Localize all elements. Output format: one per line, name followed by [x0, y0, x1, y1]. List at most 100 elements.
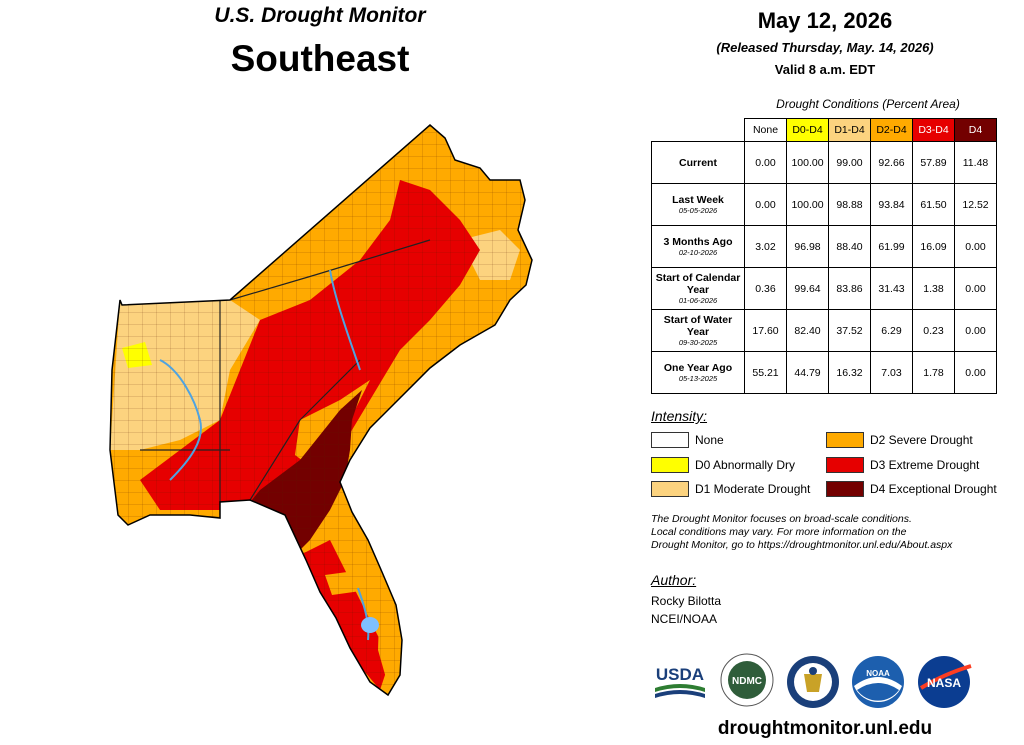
table-cell: 100.00 — [786, 183, 829, 226]
usda-logo: USDA — [651, 658, 709, 704]
row-date: 02-10-2026 — [678, 247, 718, 257]
row-label: Current — [651, 141, 745, 184]
legend-item-d2: D2 Severe Drought — [826, 432, 973, 448]
commerce-seal-logo — [784, 654, 842, 710]
row-date: 05-13-2025 — [678, 373, 718, 383]
legend-heading: Intensity: — [651, 408, 708, 424]
legend-item-d0: D0 Abnormally Dry — [651, 457, 795, 473]
author-name: Rocky Bilotta — [651, 594, 722, 608]
col-header: D2-D4 — [870, 118, 913, 142]
table-cell: 44.79 — [786, 351, 829, 394]
nasa-logo-text: NASA — [927, 676, 961, 690]
table-cell: 61.50 — [912, 183, 955, 226]
southeast-map-svg — [109, 124, 533, 697]
col-header: None — [744, 118, 787, 142]
county-lines — [110, 125, 532, 695]
legend-swatch — [651, 481, 689, 497]
noaa-logo-text: NOAA — [866, 669, 890, 678]
nasa-logo: NASA — [913, 654, 975, 710]
state-borders — [140, 239, 431, 515]
table-cell: 31.43 — [870, 267, 913, 310]
row-date: 05-05-2026 — [678, 205, 718, 215]
lake-okeechobee — [361, 617, 379, 633]
table-cell: 12.52 — [954, 183, 997, 226]
disclaimer-line: The Drought Monitor focuses on broad-sca… — [651, 513, 912, 525]
row-label-text: Start of Water Year — [663, 313, 733, 338]
row-date: 01-06-2026 — [678, 295, 718, 305]
legend-label: D2 Severe Drought — [870, 433, 973, 447]
table-cell: 0.00 — [744, 183, 787, 226]
table-row: Last Week 05-05-2026 0.00 100.00 98.88 93.84 6… — [651, 183, 997, 226]
legend-swatch — [826, 432, 864, 448]
ndmc-logo-text: NDMC — [732, 676, 762, 687]
legend-swatch — [651, 432, 689, 448]
usda-logo-text: USDA — [656, 665, 704, 684]
legend-swatch — [826, 481, 864, 497]
legend-label: D0 Abnormally Dry — [695, 458, 796, 472]
table-cell: 93.84 — [870, 183, 913, 226]
row-label: Last Week 05-05-2026 — [651, 183, 745, 226]
legend-item-d4: D4 Exceptional Drought — [826, 481, 997, 497]
table-header-blank — [651, 118, 745, 142]
drought-map — [100, 120, 550, 700]
table-header-row: None D0-D4 D1-D4 D2-D4 D3-D4 D4 — [651, 118, 997, 142]
table-row: 3 Months Ago 02-10-2026 3.02 96.98 88.40 61.9… — [651, 225, 997, 268]
table-cell: 99.64 — [786, 267, 829, 310]
table-cell: 11.48 — [954, 141, 997, 184]
table-row: Current 0.00 100.00 99.00 92.66 57.89 11.48 — [651, 141, 997, 184]
table-cell: 92.66 — [870, 141, 913, 184]
release-date: (Released Thursday, May. 14, 2026) — [716, 40, 934, 55]
table-cell: 61.99 — [870, 225, 913, 268]
table-cell: 83.86 — [828, 267, 871, 310]
legend-label: D1 Moderate Drought — [695, 482, 811, 496]
table-cell: 0.00 — [954, 225, 997, 268]
legend-swatch — [651, 457, 689, 473]
col-header: D1-D4 — [828, 118, 871, 142]
ndmc-logo: NDMC — [717, 652, 777, 708]
website-url[interactable]: droughtmonitor.unl.edu — [717, 718, 933, 739]
disclaimer-text: The Drought Monitor focuses on broad-sca… — [651, 513, 1011, 552]
table-cell: 37.52 — [828, 309, 871, 352]
table-cell: 55.21 — [744, 351, 787, 394]
map-date: May 12, 2026 — [757, 8, 893, 33]
table-cell: 0.23 — [912, 309, 955, 352]
table-cell: 3.02 — [744, 225, 787, 268]
legend-label: D4 Exceptional Drought — [870, 482, 997, 496]
author-org: NCEI/NOAA — [651, 612, 718, 626]
table-cell: 88.40 — [828, 225, 871, 268]
table-cell: 1.78 — [912, 351, 955, 394]
table-cell: 96.98 — [786, 225, 829, 268]
row-date: 09-30-2025 — [678, 337, 718, 347]
col-header: D4 — [954, 118, 997, 142]
drought-conditions-table: None D0-D4 D1-D4 D2-D4 D3-D4 D4 Current 0… — [651, 118, 997, 394]
table-cell: 16.32 — [828, 351, 871, 394]
disclaimer-line: Local conditions may vary. For more info… — [651, 526, 907, 538]
row-label: Start of Calendar Year 01-06-2026 — [651, 267, 745, 310]
table-cell: 82.40 — [786, 309, 829, 352]
col-header: D0-D4 — [786, 118, 829, 142]
table-row: One Year Ago 05-13-2025 55.21 44.79 16.32 7.0… — [651, 351, 997, 394]
row-label-text: 3 Months Ago — [663, 235, 733, 248]
table-cell: 0.00 — [954, 351, 997, 394]
row-label: One Year Ago 05-13-2025 — [651, 351, 745, 394]
table-cell: 57.89 — [912, 141, 955, 184]
table-cell: 0.00 — [954, 309, 997, 352]
region-title: Southeast — [230, 38, 410, 79]
table-cell: 98.88 — [828, 183, 871, 226]
disclaimer-line: Drought Monitor, go to https://droughtmo… — [651, 539, 953, 551]
table-cell: 7.03 — [870, 351, 913, 394]
table-cell: 0.36 — [744, 267, 787, 310]
author-heading: Author: — [651, 572, 697, 588]
region-outline — [109, 124, 533, 697]
valid-time: Valid 8 a.m. EDT — [774, 62, 876, 77]
table-row: Start of Water Year 09-30-2025 17.60 82.40 3… — [651, 309, 997, 352]
legend-item-none: None — [651, 432, 724, 448]
table-row: Start of Calendar Year 01-06-2026 0.36 99.6… — [651, 267, 997, 310]
row-label-text: One Year Ago — [663, 361, 733, 374]
table-cell: 0.00 — [954, 267, 997, 310]
table-cell: 100.00 — [786, 141, 829, 184]
table-cell: 6.29 — [870, 309, 913, 352]
drought-regions — [110, 125, 532, 695]
legend-item-d3: D3 Extreme Drought — [826, 457, 979, 473]
table-cell: 16.09 — [912, 225, 955, 268]
